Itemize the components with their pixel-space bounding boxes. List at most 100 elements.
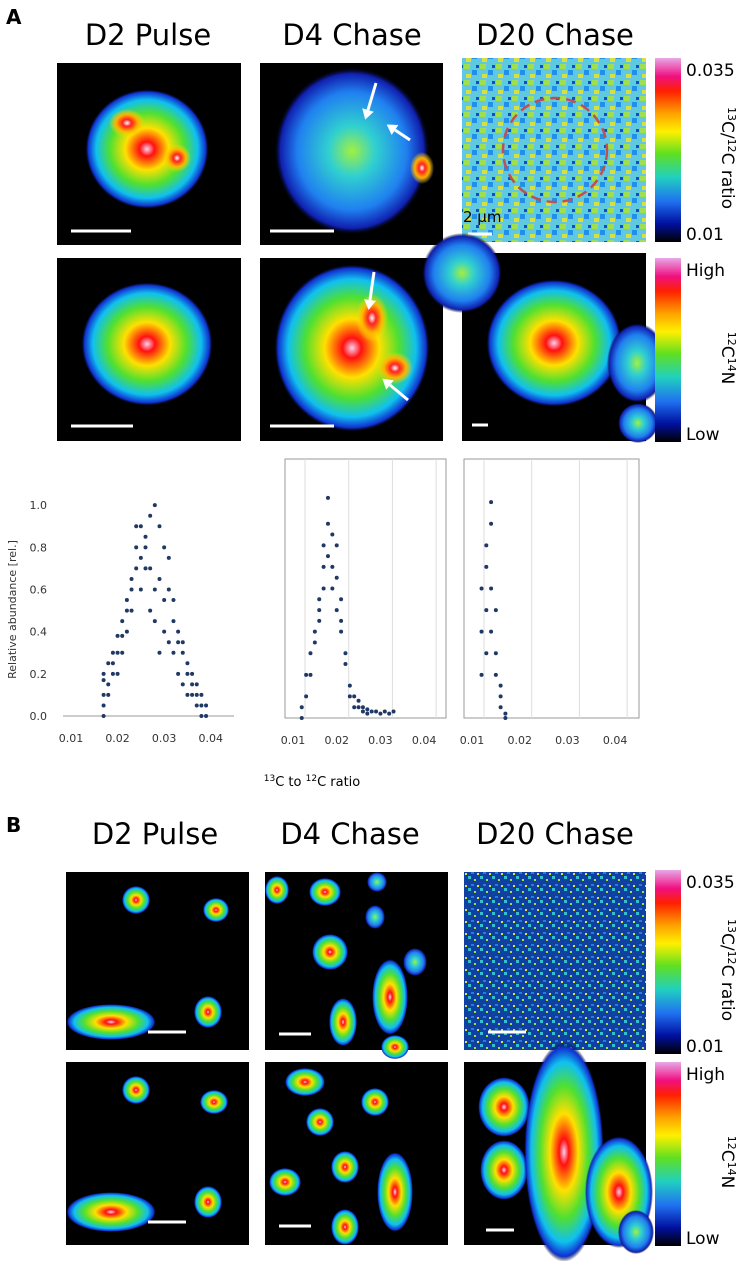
label-part: C/ bbox=[717, 933, 737, 951]
colorbar-title: 13C/12C ratio bbox=[717, 107, 739, 209]
arrow bbox=[394, 128, 411, 142]
arrow-head bbox=[362, 108, 374, 120]
column-title: D4 Chase bbox=[282, 18, 421, 52]
point bbox=[489, 521, 494, 526]
cell bbox=[331, 1151, 359, 1183]
point bbox=[325, 521, 330, 526]
cell bbox=[381, 1035, 409, 1059]
point bbox=[143, 566, 148, 571]
cell bbox=[618, 403, 658, 443]
point bbox=[124, 629, 129, 634]
colorbar-title: 13C/12C ratio bbox=[717, 919, 739, 1021]
column-title: D20 Chase bbox=[476, 18, 634, 52]
point bbox=[110, 661, 115, 666]
cell bbox=[365, 905, 385, 929]
x-tick-label: 0.04 bbox=[603, 734, 628, 747]
label-part: C bbox=[717, 1150, 737, 1162]
cell bbox=[85, 89, 209, 209]
point bbox=[343, 651, 348, 656]
point bbox=[304, 672, 309, 677]
point bbox=[190, 682, 195, 687]
point bbox=[134, 545, 139, 550]
point bbox=[101, 714, 106, 718]
point bbox=[148, 566, 153, 571]
colorbar-max: High bbox=[686, 1065, 725, 1085]
point bbox=[369, 709, 374, 714]
label-part: 12 bbox=[726, 332, 739, 346]
point bbox=[503, 711, 508, 716]
y-tick-label: 1.0 bbox=[30, 499, 48, 512]
cell bbox=[607, 323, 667, 403]
label-part: 14 bbox=[726, 1162, 739, 1176]
label-part: 13 bbox=[264, 774, 275, 784]
label-part: C bbox=[717, 346, 737, 358]
point bbox=[321, 564, 326, 569]
x-tick-label: 0.02 bbox=[324, 734, 349, 747]
arrow bbox=[389, 383, 409, 402]
point bbox=[185, 692, 190, 697]
x-tick-label: 0.02 bbox=[105, 732, 130, 745]
point bbox=[101, 671, 106, 676]
plot-frame bbox=[463, 458, 640, 719]
point bbox=[334, 575, 339, 580]
label-part: 12 bbox=[306, 774, 317, 784]
point bbox=[162, 598, 167, 603]
cell bbox=[265, 876, 289, 904]
point bbox=[194, 682, 199, 687]
colorbar bbox=[655, 1062, 681, 1246]
arrow bbox=[366, 82, 378, 111]
point bbox=[115, 633, 120, 638]
point bbox=[339, 629, 344, 634]
cell bbox=[81, 282, 213, 406]
cell bbox=[329, 998, 357, 1046]
label-part: 12 bbox=[726, 1136, 739, 1150]
label-part: 13 bbox=[726, 107, 739, 121]
x-tick-label: 0.04 bbox=[198, 732, 223, 745]
point bbox=[190, 692, 195, 697]
point bbox=[299, 716, 304, 720]
label-part: N bbox=[717, 372, 737, 385]
point bbox=[479, 586, 484, 591]
colorbar bbox=[655, 258, 681, 442]
outline bbox=[501, 96, 609, 204]
colorbar-min: Low bbox=[686, 1229, 720, 1249]
colorbar-max: High bbox=[686, 261, 725, 281]
panel-label: A bbox=[6, 5, 22, 29]
arrow bbox=[368, 271, 376, 301]
y-tick-label: 0.4 bbox=[30, 626, 48, 639]
point bbox=[138, 555, 143, 560]
point bbox=[176, 671, 181, 676]
x-tick-label: 0.03 bbox=[368, 734, 393, 747]
point bbox=[308, 651, 313, 656]
point bbox=[356, 705, 361, 710]
x-tick-label: 0.03 bbox=[555, 734, 580, 747]
point bbox=[143, 545, 148, 550]
point bbox=[152, 587, 157, 592]
point bbox=[106, 692, 111, 697]
x-axis-label: 13C to 12C ratio bbox=[264, 774, 361, 790]
point bbox=[352, 705, 357, 710]
point bbox=[360, 709, 365, 714]
point bbox=[343, 662, 348, 667]
column-title: D2 Pulse bbox=[85, 18, 211, 52]
point bbox=[317, 608, 322, 613]
point bbox=[180, 682, 185, 687]
label-part: C ratio bbox=[717, 153, 737, 209]
point bbox=[101, 703, 106, 708]
label-part: C to bbox=[275, 775, 305, 790]
point bbox=[325, 495, 330, 500]
cell bbox=[377, 352, 413, 384]
point bbox=[493, 608, 498, 613]
point bbox=[101, 692, 106, 697]
point bbox=[171, 598, 176, 603]
point bbox=[321, 586, 326, 591]
cell bbox=[66, 1192, 156, 1232]
point bbox=[152, 619, 157, 624]
point bbox=[162, 545, 167, 550]
point bbox=[129, 587, 134, 592]
point bbox=[378, 711, 383, 716]
point bbox=[176, 640, 181, 645]
cell bbox=[524, 1042, 604, 1262]
